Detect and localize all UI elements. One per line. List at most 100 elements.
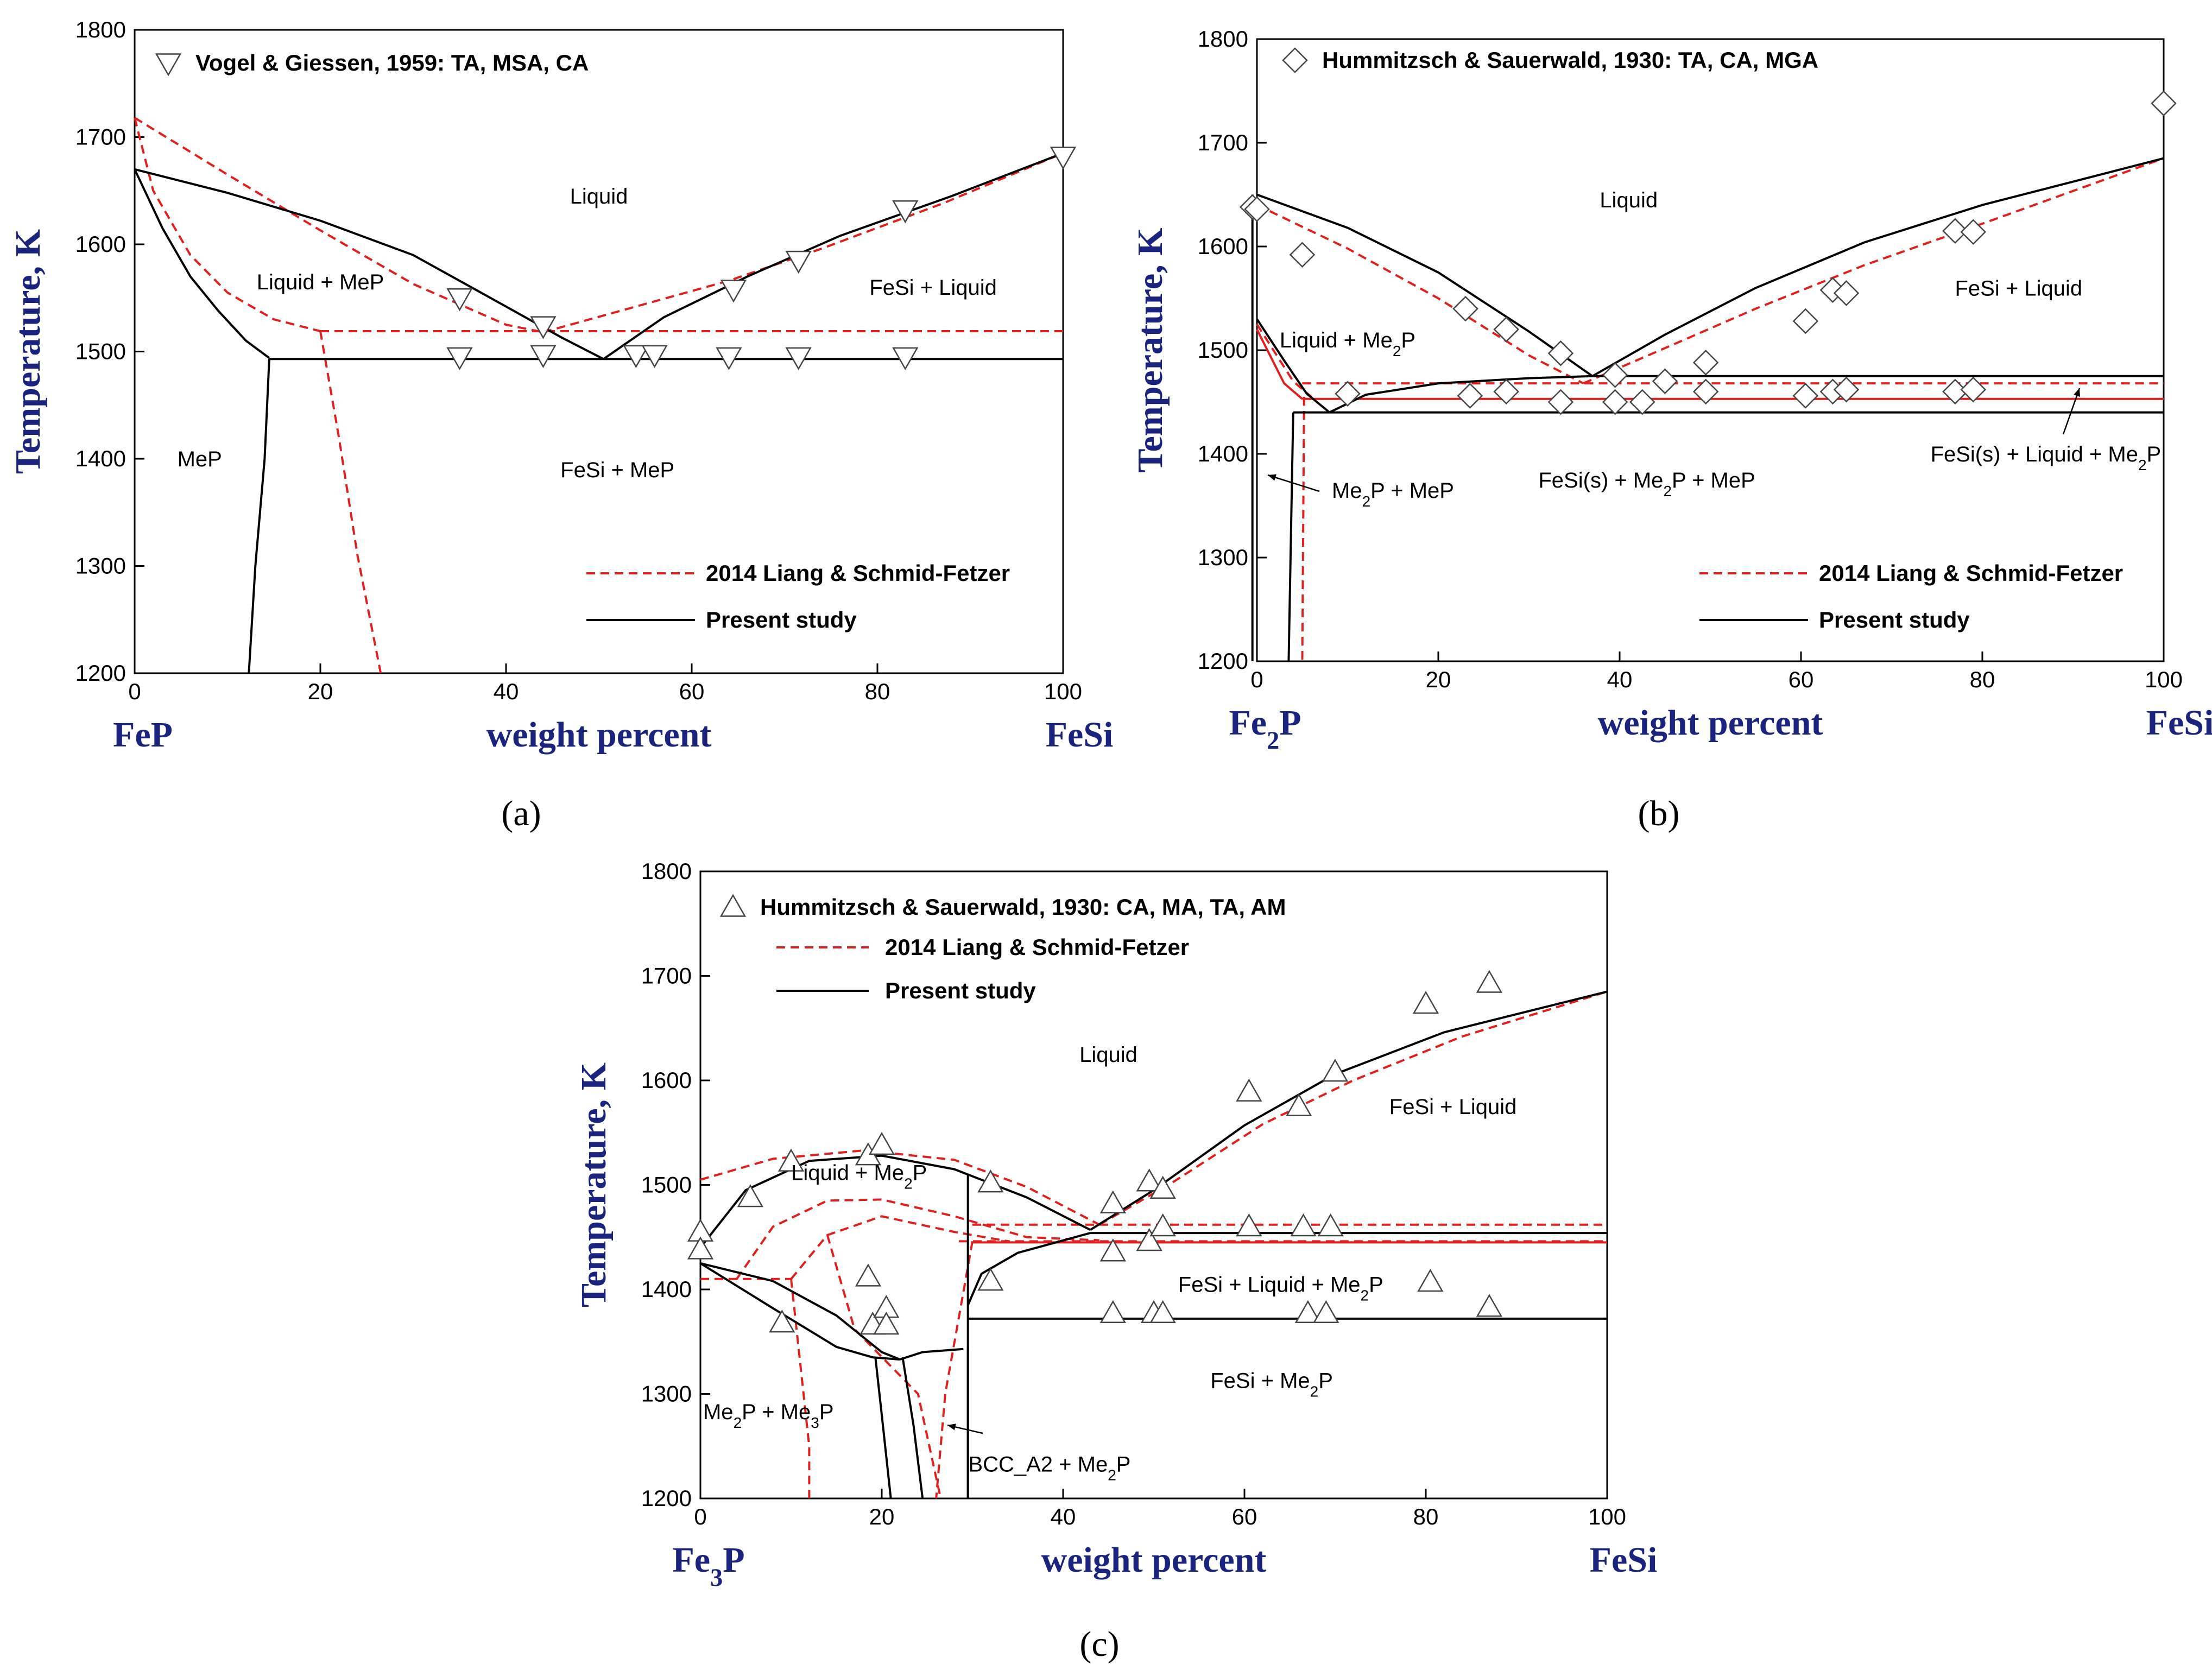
region-label: FeSi + Liquid: [869, 276, 997, 300]
y-axis-title: Temperature, K: [1130, 228, 1170, 473]
y-tick-label: 1200: [1198, 648, 1248, 674]
left-component-label: FeP: [113, 715, 173, 755]
present-study-line: [874, 1357, 892, 1499]
x-tick-label: 20: [869, 1504, 895, 1529]
y-tick-label: 1800: [641, 858, 692, 884]
data-point: [892, 200, 919, 224]
data-point: [1313, 1300, 1339, 1324]
region-label: Liquid: [570, 185, 628, 208]
panel-a: 0 20 40 60 80 100 1200 1300 1400 1500 1600 1700 1800…: [8, 17, 1113, 833]
annotation-arrow-head: [947, 1424, 956, 1431]
present-study-line: [1329, 375, 1592, 414]
region-label: FeSi + Me2P: [1210, 1369, 1333, 1400]
y-tick-label: 1700: [641, 963, 692, 989]
left-component-label: Fe2P: [1229, 703, 1301, 754]
liang-schmid-fetzer-line: [1583, 157, 2164, 384]
data-point: [1050, 147, 1077, 170]
data-point: [446, 347, 473, 370]
data-point: [446, 288, 473, 312]
y-tick-label: 1500: [75, 339, 126, 364]
legend-solid-label: Present study: [885, 978, 1036, 1003]
present-study-line: [1591, 157, 2164, 377]
legend-data-label: Vogel & Giessen, 1959: TA, MSA, CA: [195, 50, 589, 75]
data-point: [1452, 295, 1478, 322]
data-point: [1833, 376, 1860, 403]
y-tick-label: 1600: [1198, 233, 1248, 259]
data-point: [716, 347, 742, 370]
liang-schmid-fetzer-line: [790, 1215, 1009, 1280]
right-component-label: FeSi: [2146, 703, 2212, 743]
liang-schmid-fetzer-line: [1256, 204, 1584, 384]
liang-schmid-fetzer-line: [134, 117, 321, 332]
region-label: Liquid: [1079, 1043, 1137, 1067]
data-point: [1547, 389, 1574, 415]
x-tick-label: 40: [494, 679, 519, 704]
region-label: Liquid + Me2P: [1280, 328, 1415, 359]
legend-dashed-label: 2014 Liang & Schmid-Fetzer: [885, 934, 1189, 960]
data-point: [785, 250, 812, 274]
data-point: [873, 1311, 900, 1335]
data-point: [892, 347, 919, 370]
data-point: [977, 1169, 1004, 1193]
x-tick-label: 0: [1250, 667, 1263, 692]
annotation-arrow-head: [2074, 388, 2080, 397]
x-tick-label: 100: [1588, 1504, 1626, 1529]
present-study-line: [700, 1262, 901, 1361]
liang-schmid-fetzer-line: [826, 1235, 942, 1499]
present-study-line: [134, 168, 604, 360]
data-point: [1476, 970, 1503, 993]
legend-marker: [155, 53, 182, 77]
data-point: [785, 347, 812, 370]
data-point: [1960, 219, 1987, 245]
region-label: FeSi + MeP: [560, 458, 674, 482]
data-point: [977, 1268, 1004, 1291]
panel-c: 0 20 40 60 80 100 1200 1300 1400 1500 1600 1700 1800…: [574, 858, 1657, 1664]
legend-data-label: Hummitzsch & Sauerwald, 1930: TA, CA, MG…: [1322, 47, 1818, 73]
data-point: [1547, 340, 1574, 366]
data-point: [1652, 368, 1678, 395]
x-axis-title: weight percent: [1598, 703, 1823, 743]
legend-data-label: Hummitzsch & Sauerwald, 1930: CA, MA, TA…: [760, 894, 1286, 920]
legend-solid-label: Present study: [1819, 607, 1970, 632]
present-study-line: [699, 1154, 1091, 1249]
y-tick-label: 1800: [75, 17, 126, 42]
data-point: [623, 345, 649, 368]
data-point: [687, 1236, 714, 1260]
x-tick-label: 60: [679, 679, 705, 704]
data-point: [1602, 389, 1628, 415]
panel-b: 0 20 40 60 80 100 1200 1300 1400 1500 1600 1700 1800…: [1130, 26, 2212, 833]
data-point: [1099, 1238, 1127, 1262]
y-axis-title: Temperature, K: [574, 1062, 614, 1307]
panel-label: (b): [1638, 794, 1680, 833]
data-point: [1289, 242, 1316, 268]
panel-label: (c): [1079, 1624, 1119, 1664]
right-component-label: FeSi: [1046, 715, 1114, 755]
data-point: [720, 280, 747, 303]
liang-schmid-fetzer-solid-line: [1256, 328, 1303, 400]
x-tick-label: 20: [308, 679, 333, 704]
legend-marker: [1282, 47, 1308, 73]
left-component-label: Fe3P: [672, 1540, 744, 1591]
data-point: [1294, 1300, 1322, 1324]
legend-dashed-label: 2014 Liang & Schmid-Fetzer: [706, 560, 1010, 586]
data-point: [1099, 1190, 1127, 1213]
y-tick-label: 1700: [1198, 130, 1248, 155]
data-point: [1244, 196, 1270, 223]
annotation-arrow-line: [2062, 388, 2081, 435]
y-tick-label: 1400: [1198, 441, 1248, 466]
x-tick-label: 100: [1044, 679, 1082, 704]
x-axis-title: weight percent: [486, 715, 712, 755]
region-label: MeP: [178, 447, 222, 471]
y-tick-label: 1800: [1198, 26, 1248, 52]
x-tick-label: 40: [1051, 1504, 1076, 1529]
data-point: [1493, 317, 1520, 343]
y-tick-label: 1700: [75, 124, 126, 150]
y-tick-label: 1400: [75, 446, 126, 471]
present-study-line: [248, 359, 270, 674]
liang-schmid-fetzer-line: [1256, 324, 1312, 398]
present-study-line: [1256, 193, 1594, 377]
x-tick-label: 20: [1426, 667, 1451, 692]
region-label: FeSi(s) + Me2P + MeP: [1538, 469, 1755, 499]
region-label: FeSi + Liquid + Me2P: [1178, 1273, 1383, 1304]
data-point: [1236, 1078, 1262, 1102]
